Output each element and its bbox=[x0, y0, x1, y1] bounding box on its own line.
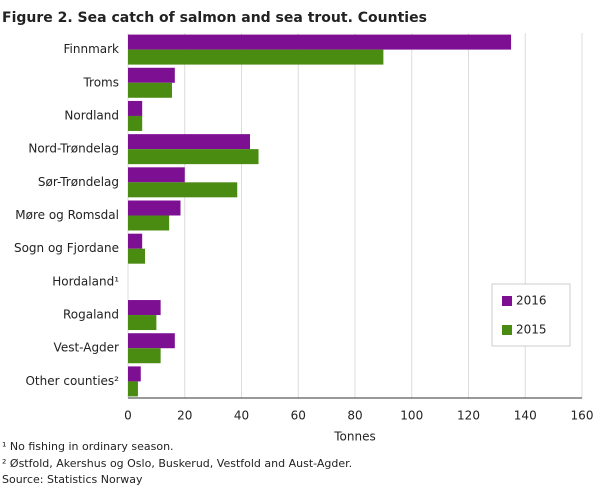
bar bbox=[128, 215, 170, 231]
x-tick-label: 100 bbox=[400, 409, 423, 423]
y-tick-label: Møre og Romsdal bbox=[15, 208, 119, 222]
bar bbox=[128, 100, 143, 116]
y-tick-label: Nord-Trøndelag bbox=[28, 142, 119, 156]
bar bbox=[128, 333, 175, 349]
bar bbox=[128, 233, 143, 249]
bar bbox=[128, 381, 138, 397]
x-tick-label: 0 bbox=[124, 409, 132, 423]
bar bbox=[128, 248, 146, 264]
y-tick-label: Troms bbox=[82, 75, 119, 89]
legend-swatch bbox=[502, 325, 512, 335]
y-tick-label: Sør-Trøndelag bbox=[38, 175, 119, 189]
legend-box bbox=[491, 283, 571, 347]
footnote: ¹ No fishing in ordinary season. bbox=[2, 440, 174, 453]
x-tick-label: 20 bbox=[177, 409, 192, 423]
y-tick-label: Vest-Agder bbox=[54, 341, 120, 355]
bar bbox=[128, 134, 251, 150]
x-tick-label: 60 bbox=[291, 409, 306, 423]
bar bbox=[128, 115, 143, 131]
y-tick-label: Hordaland¹ bbox=[52, 274, 119, 288]
bar bbox=[128, 34, 512, 50]
bar bbox=[128, 315, 157, 331]
bar bbox=[128, 149, 259, 165]
y-tick-label: Sogn og Fjordane bbox=[14, 241, 119, 255]
x-tick-label: 120 bbox=[457, 409, 480, 423]
legend-label: 2015 bbox=[516, 323, 547, 337]
y-tick-label: Other counties² bbox=[25, 374, 119, 388]
footnote: ² Østfold, Akershus og Oslo, Buskerud, V… bbox=[2, 457, 352, 470]
legend-label: 2016 bbox=[516, 294, 547, 308]
bar bbox=[128, 300, 161, 316]
chart-title: Figure 2. Sea catch of salmon and sea tr… bbox=[2, 10, 427, 26]
bar bbox=[128, 366, 141, 382]
bar bbox=[128, 67, 175, 83]
x-tick-label: 160 bbox=[571, 409, 594, 423]
x-tick-label: 140 bbox=[514, 409, 537, 423]
bar bbox=[128, 167, 185, 183]
bar bbox=[128, 348, 161, 364]
bar bbox=[128, 49, 384, 65]
y-tick-label: Rogaland bbox=[63, 308, 119, 322]
x-tick-label: 80 bbox=[347, 409, 362, 423]
bar bbox=[128, 82, 172, 98]
legend-swatch bbox=[502, 296, 512, 306]
y-tick-label: Finnmark bbox=[64, 42, 120, 56]
x-tick-label: 40 bbox=[234, 409, 249, 423]
y-tick-label: Nordland bbox=[64, 108, 119, 122]
bar bbox=[128, 200, 181, 216]
x-axis-label: Tonnes bbox=[333, 430, 375, 444]
bar bbox=[128, 182, 238, 198]
source: Source: Statistics Norway bbox=[2, 473, 143, 486]
